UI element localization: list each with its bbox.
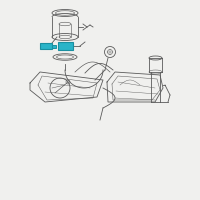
Polygon shape [52,45,56,47]
Polygon shape [58,42,73,50]
Polygon shape [40,43,52,49]
